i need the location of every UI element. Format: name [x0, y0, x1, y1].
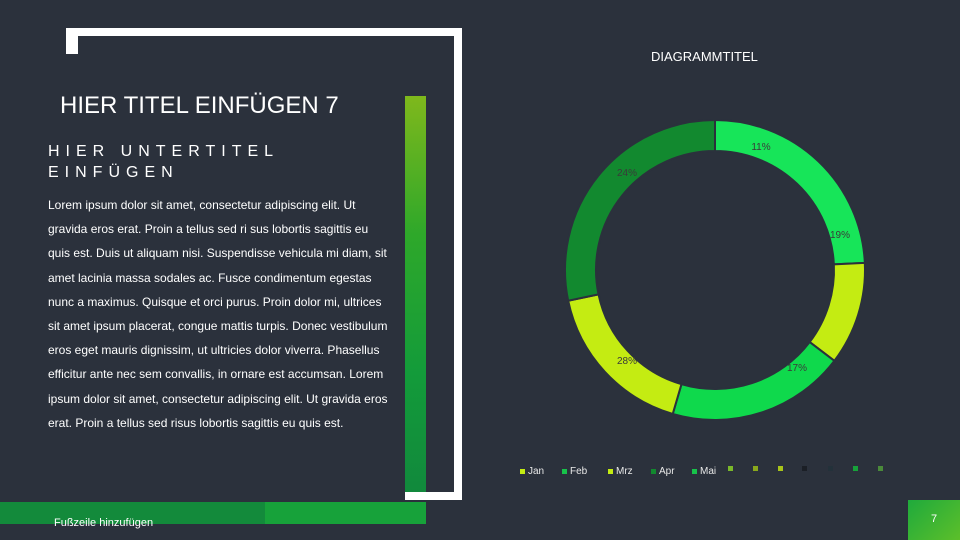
footer-accent-bar — [0, 502, 265, 524]
legend-item[interactable] — [753, 466, 761, 471]
slice-data-label: 11% — [751, 142, 770, 153]
frame-corner — [66, 28, 78, 54]
legend-swatch — [692, 469, 697, 474]
footer-accent-bar-light — [265, 502, 426, 524]
frame-top-border — [66, 28, 462, 36]
legend-label: Jan — [528, 466, 545, 477]
donut-slice[interactable] — [564, 118, 716, 302]
legend-label: Mai — [700, 466, 717, 477]
donut-slice[interactable] — [671, 340, 836, 421]
legend-swatch — [562, 469, 567, 474]
legend-swatch — [828, 466, 833, 471]
donut-slice[interactable] — [808, 261, 866, 363]
frame-right-border — [454, 28, 462, 500]
frame-bottom-border — [405, 492, 462, 500]
legend-swatch — [778, 466, 783, 471]
legend-item[interactable]: Jan — [520, 466, 544, 477]
slice-data-label: 24% — [617, 168, 637, 179]
legend-swatch — [753, 466, 758, 471]
chart-legend[interactable]: Jan Feb Mrz Apr Mai — [520, 466, 900, 480]
footer-text[interactable]: Fußzeile hinzufügen — [54, 517, 154, 529]
legend-item[interactable]: Mai — [692, 466, 716, 477]
legend-item[interactable] — [728, 466, 736, 471]
legend-swatch — [878, 466, 883, 471]
legend-item[interactable]: Apr — [651, 466, 675, 477]
legend-item[interactable] — [802, 466, 810, 471]
legend-swatch — [728, 466, 733, 471]
page-number-badge — [908, 500, 960, 540]
slide-subtitle[interactable]: HIER UNTERTITEL EINFÜGEN — [48, 143, 279, 181]
legend-label: Mrz — [616, 466, 633, 477]
legend-item[interactable] — [778, 466, 786, 471]
slide-title[interactable]: HIER TITEL EINFÜGEN 7 — [60, 92, 339, 119]
slice-data-label: 17% — [787, 363, 807, 374]
legend-label: Apr — [659, 466, 675, 477]
legend-item[interactable] — [853, 466, 861, 471]
legend-swatch — [651, 469, 656, 474]
slice-data-label: 28% — [617, 356, 637, 367]
legend-item[interactable]: Mrz — [608, 466, 633, 477]
legend-swatch — [853, 466, 858, 471]
donut-slice[interactable] — [566, 293, 683, 416]
legend-swatch — [520, 469, 525, 474]
page-number: 7 — [931, 513, 938, 525]
legend-label: Feb — [570, 466, 588, 477]
slice-data-label: 19% — [830, 230, 850, 241]
chart-title[interactable]: DIAGRAMMTITEL — [651, 49, 758, 64]
legend-item[interactable] — [828, 466, 836, 471]
legend-swatch — [608, 469, 613, 474]
legend-item[interactable]: Feb — [562, 466, 587, 477]
green-accent-bar — [405, 96, 426, 492]
legend-swatch — [802, 466, 807, 471]
donut-slice[interactable] — [714, 118, 866, 266]
legend-item[interactable] — [878, 466, 886, 471]
body-text[interactable]: Lorem ipsum dolor sit amet, consectetur … — [48, 198, 388, 430]
